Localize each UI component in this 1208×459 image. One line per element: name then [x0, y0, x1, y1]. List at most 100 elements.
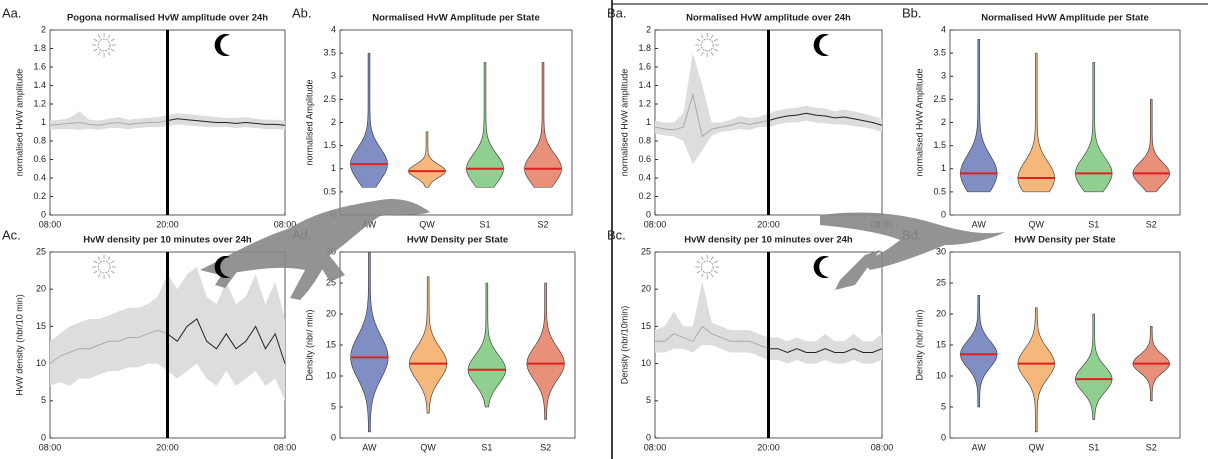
y-tick-label: 1.2: [638, 98, 651, 108]
x-tick-label: AW: [972, 219, 987, 229]
violin: [524, 62, 562, 188]
y-tick-label: 15: [326, 339, 336, 349]
y-tick-label: 5: [646, 395, 651, 405]
sun-ray: [713, 270, 718, 274]
chart-title: Normalised HvW amplitude over 24h: [686, 13, 851, 24]
x-tick-label: 08:00: [39, 442, 62, 452]
plots: Aa. Pogona normalised HvW amplitude over …: [2, 5, 1181, 452]
x-tick-label: 08:00: [274, 219, 297, 229]
x-tick-label: AW: [972, 442, 987, 452]
x-tick-label: AW: [362, 442, 377, 452]
y-tick-label: 1.8: [638, 43, 651, 53]
x-tick-label: S2: [1146, 442, 1157, 452]
y-tick-label: 20: [36, 284, 46, 294]
y-tick-label: 10: [641, 358, 651, 368]
y-tick-label: 1.4: [33, 80, 46, 90]
icons: [92, 33, 830, 279]
sun-ray: [97, 273, 101, 278]
y-tick-label: 0: [41, 432, 46, 442]
y-tick-label: 3.5: [323, 48, 336, 58]
chart-title: HvW density per 10 minutes over 24h: [83, 235, 252, 246]
sun-ray: [696, 260, 701, 264]
y-tick-label: 3.5: [933, 48, 946, 58]
sun-icon: [700, 38, 714, 52]
sun-ray: [700, 34, 704, 39]
y-axis-label: Density (nbr/ min): [304, 309, 314, 380]
chart-title: Pogona normalised HvW amplitude over 24h: [67, 13, 268, 24]
y-tick-label: 0.8: [33, 135, 46, 145]
sun-ray: [97, 34, 101, 39]
night-line: [167, 118, 286, 126]
y-tick-label: 0.6: [638, 154, 651, 164]
day-line: [49, 329, 168, 364]
violin: [1017, 307, 1055, 433]
y-axis-label: Density (nbr/10min): [619, 306, 629, 385]
violin: [350, 52, 388, 188]
y-tick-label: 1.4: [638, 80, 651, 90]
y-tick-label: 4: [941, 24, 946, 34]
sun-ray: [713, 38, 718, 42]
error-band: [655, 53, 882, 165]
moon-icon: [214, 256, 231, 279]
sun-ray: [107, 51, 111, 56]
sun-ray: [696, 38, 701, 42]
day-line: [49, 120, 168, 126]
y-axis-label: Density (nbr/ min): [914, 309, 924, 380]
violin: [1017, 52, 1055, 193]
y-tick-label: 10: [326, 370, 336, 380]
x-tick-label: 08:00: [644, 219, 667, 229]
y-tick-label: 2.5: [323, 94, 336, 104]
night-line: [768, 112, 883, 126]
x-tick-label: 20:00: [156, 442, 179, 452]
x-tick-label: 08:00: [871, 442, 894, 452]
y-tick-label: 1: [331, 163, 336, 173]
sun-ray: [713, 48, 718, 52]
violin: [1132, 99, 1170, 193]
violin: [1075, 62, 1113, 193]
y-tick-label: 2: [41, 24, 46, 34]
day-line: [655, 325, 769, 350]
y-tick-label: 2.5: [933, 94, 946, 104]
y-tick-label: 5: [41, 395, 46, 405]
y-tick-label: 20: [641, 284, 651, 294]
violin: [408, 131, 446, 188]
sun-ray: [110, 38, 115, 42]
sun-ray: [700, 51, 704, 56]
y-tick-label: 0.2: [33, 191, 46, 201]
panel-label: Bb.: [902, 5, 922, 20]
moon-icon: [813, 34, 830, 56]
violin: [350, 251, 389, 433]
y-tick-label: 0.4: [638, 172, 651, 182]
x-tick-label: S1: [481, 442, 492, 452]
y-tick-label: 25: [936, 277, 946, 287]
y-axis-label: normalised HvW amplitude: [14, 69, 24, 177]
sun-ray: [696, 270, 701, 274]
sun-icon: [97, 260, 111, 274]
y-tick-label: 0.4: [33, 172, 46, 182]
panel-label: Ba.: [607, 5, 627, 20]
sun-ray: [696, 48, 701, 52]
y-tick-label: 25: [326, 277, 336, 287]
sun-ray: [710, 51, 714, 56]
sun-ray: [93, 270, 98, 274]
y-tick-label: 10: [36, 358, 46, 368]
y-axis-label: normalised HvW Amplitude: [914, 68, 924, 176]
violin: [1075, 313, 1113, 420]
sun-ray: [97, 51, 101, 56]
violin: [960, 295, 998, 408]
sun-ray: [710, 256, 714, 261]
panel-label: Bc.: [607, 227, 626, 242]
error-band: [655, 281, 882, 364]
y-tick-label: 2: [331, 117, 336, 127]
y-tick-label: 0: [941, 209, 946, 219]
y-tick-label: 0.5: [323, 186, 336, 196]
y-tick-label: 30: [936, 246, 946, 256]
x-tick-label: S2: [1146, 219, 1157, 229]
y-tick-label: 1.6: [33, 61, 46, 71]
sun-ray: [93, 260, 98, 264]
night-line: [768, 348, 883, 353]
y-tick-label: 2: [941, 117, 946, 127]
y-tick-label: 0: [41, 209, 46, 219]
